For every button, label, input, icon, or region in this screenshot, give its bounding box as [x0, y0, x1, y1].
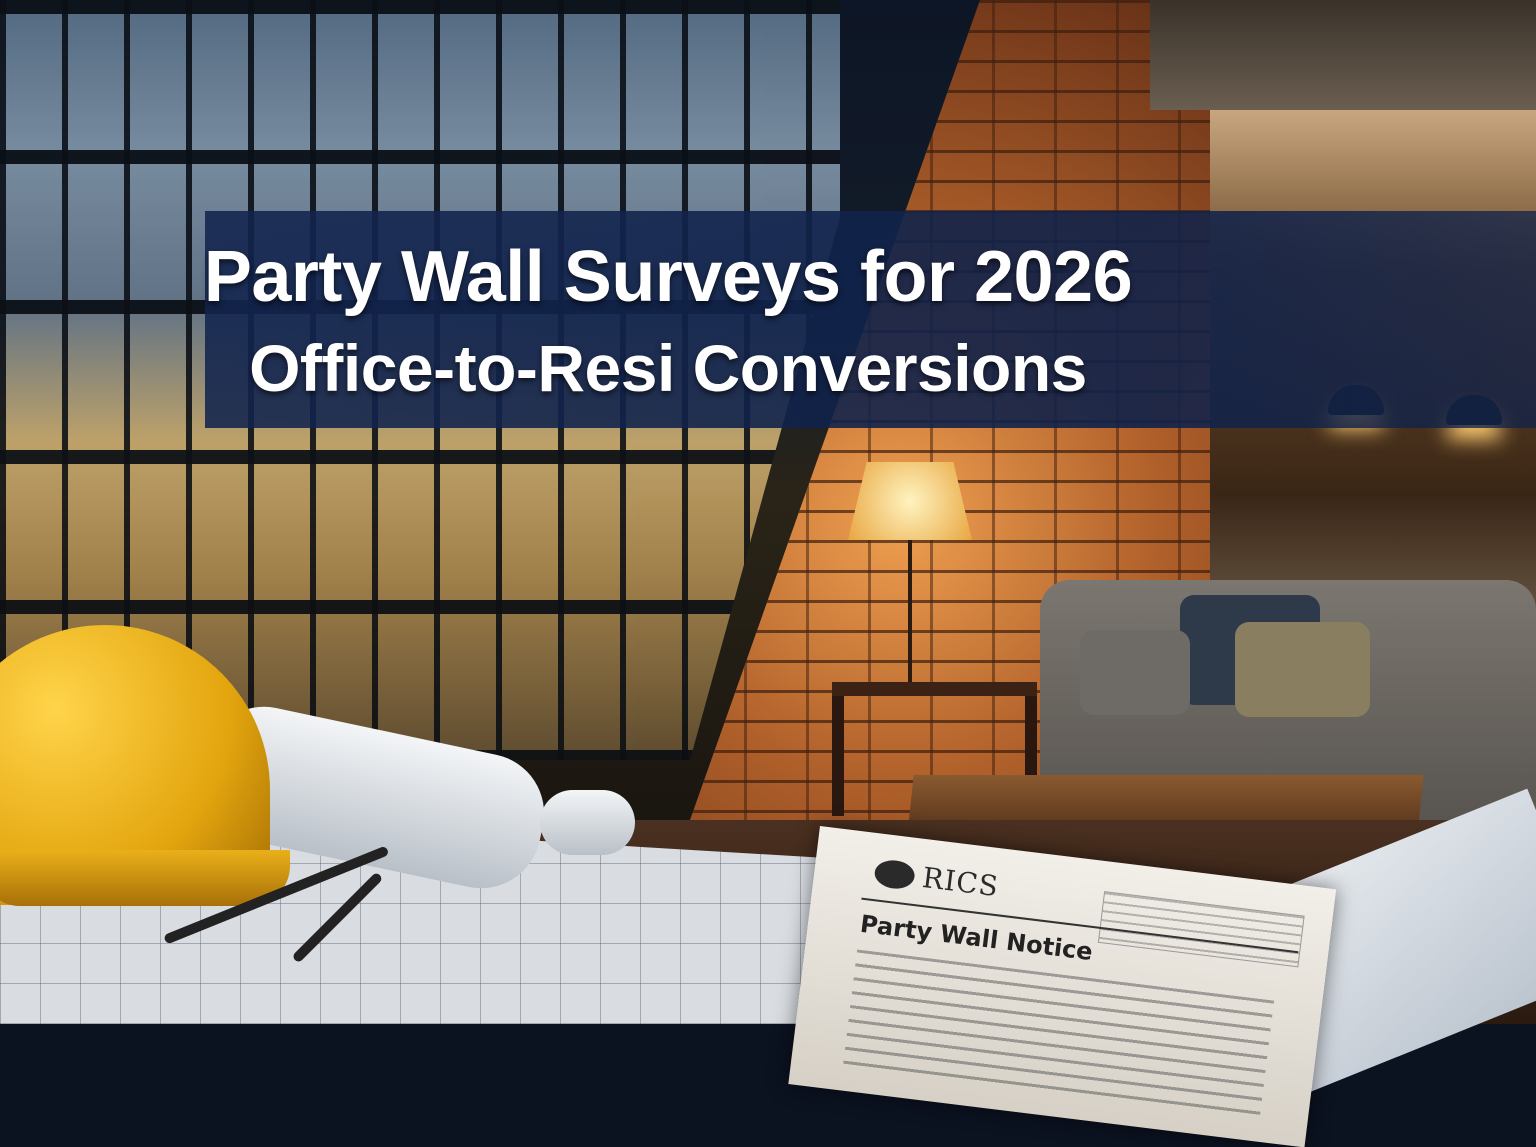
ceiling-beam	[1150, 0, 1536, 110]
rics-logo: RICS	[873, 855, 1001, 903]
document-body-text	[842, 949, 1275, 1120]
table-lamp-stand	[908, 540, 912, 685]
document-address-box	[1097, 891, 1305, 968]
rics-logo-text: RICS	[920, 860, 1001, 904]
table-lamp-shade	[848, 462, 972, 540]
rics-emblem-icon	[873, 857, 917, 891]
title-banner	[205, 211, 1536, 428]
banner-title-line1: Party Wall Surveys for 2026	[203, 237, 1133, 317]
hard-hat-brim	[0, 850, 290, 906]
cushion	[1235, 622, 1370, 717]
cushion	[1080, 630, 1190, 715]
rolled-blueprint	[540, 790, 635, 855]
banner-title-line2: Office-to-Resi Conversions	[249, 331, 1087, 405]
